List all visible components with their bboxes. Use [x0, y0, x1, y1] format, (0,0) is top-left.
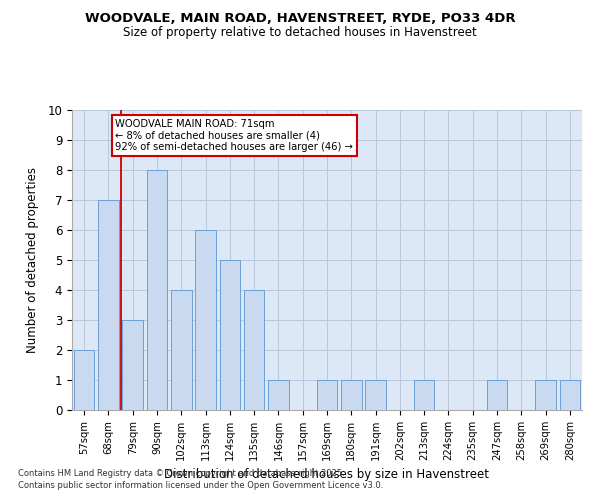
Bar [74, 350, 94, 410]
Text: Contains HM Land Registry data © Crown copyright and database right 2025.: Contains HM Land Registry data © Crown c… [18, 468, 344, 477]
Bar [195, 230, 216, 410]
Text: WOODVALE, MAIN ROAD, HAVENSTREET, RYDE, PO33 4DR: WOODVALE, MAIN ROAD, HAVENSTREET, RYDE, … [85, 12, 515, 26]
Text: WOODVALE MAIN ROAD: 71sqm
← 8% of detached houses are smaller (4)
92% of semi-de: WOODVALE MAIN ROAD: 71sqm ← 8% of detach… [115, 119, 353, 152]
X-axis label: Distribution of detached houses by size in Havenstreet: Distribution of detached houses by size … [164, 468, 490, 481]
Bar [560, 380, 580, 410]
Text: Size of property relative to detached houses in Havenstreet: Size of property relative to detached ho… [123, 26, 477, 39]
Bar [317, 380, 337, 410]
Bar [365, 380, 386, 410]
Bar [98, 200, 119, 410]
Bar [171, 290, 191, 410]
Bar [414, 380, 434, 410]
Text: Contains public sector information licensed under the Open Government Licence v3: Contains public sector information licen… [18, 481, 383, 490]
Bar [122, 320, 143, 410]
Bar [268, 380, 289, 410]
Bar [535, 380, 556, 410]
Bar [487, 380, 508, 410]
Bar [220, 260, 240, 410]
Bar [244, 290, 265, 410]
Y-axis label: Number of detached properties: Number of detached properties [26, 167, 39, 353]
Bar [341, 380, 362, 410]
Bar [146, 170, 167, 410]
